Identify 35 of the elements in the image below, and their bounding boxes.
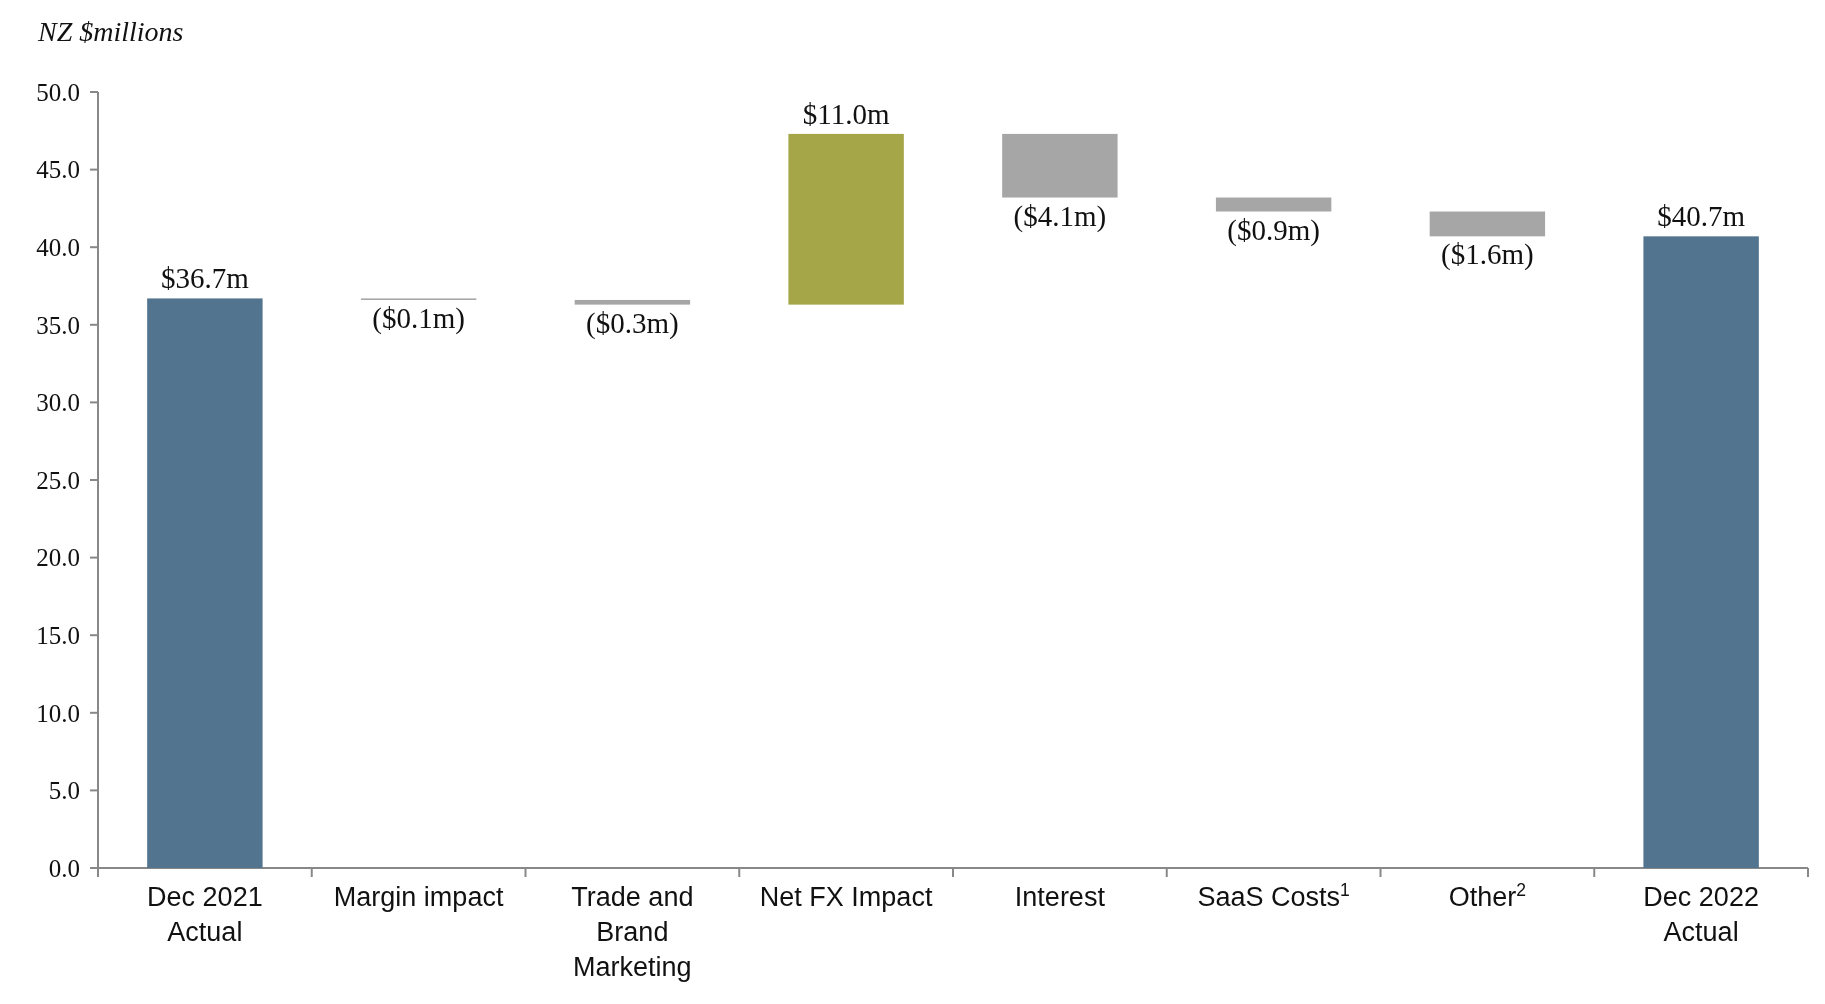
- bar: [1002, 133, 1118, 198]
- y-axis-title: NZ $millions: [37, 16, 184, 47]
- x-tick-label: Net FX Impact: [759, 882, 933, 912]
- x-tick-label: SaaS Costs$^{1}$: [1197, 880, 1350, 912]
- x-tick-label: Margin impact: [333, 882, 504, 912]
- y-tick-label: 5.0: [48, 777, 80, 805]
- bar: [574, 299, 691, 305]
- y-tick-label: 10.0: [36, 699, 80, 727]
- data-label: ($1.6m): [1441, 238, 1534, 272]
- data-label: $36.7m: [160, 262, 250, 295]
- y-tick-label: 15.0: [36, 621, 80, 649]
- x-tick-label: Dec 2022 Actual: [1643, 882, 1759, 947]
- x-tick-label: Dec 2021 Actual: [147, 882, 263, 947]
- data-label: ($0.3m): [586, 306, 679, 340]
- bar: [1643, 236, 1759, 868]
- data-label: ($4.1m): [1013, 199, 1107, 233]
- data-label: $40.7m: [1657, 200, 1746, 233]
- x-tick-label: Interest: [1014, 882, 1106, 912]
- y-tick-label: 40.0: [36, 233, 80, 261]
- y-tick-label: 35.0: [36, 311, 80, 339]
- y-tick-label: 50.0: [36, 78, 80, 106]
- y-tick-label: 0.0: [48, 854, 80, 882]
- data-label: ($0.1m): [372, 301, 465, 335]
- y-tick-label: 25.0: [36, 466, 80, 494]
- bar: [788, 133, 904, 305]
- data-label: ($0.9m): [1227, 213, 1320, 247]
- y-tick-label: 30.0: [36, 389, 80, 417]
- bar: [1429, 211, 1546, 237]
- y-tick-label: 20.0: [36, 544, 80, 572]
- x-tick-label: Trade and Brand Marketing: [571, 882, 694, 982]
- x-tick-label: Other$^{2}$: [1448, 880, 1527, 912]
- data-label: $11.0m: [802, 97, 890, 130]
- bar: [1215, 197, 1332, 212]
- y-tick-label: 45.0: [36, 156, 80, 184]
- bar: [147, 298, 263, 868]
